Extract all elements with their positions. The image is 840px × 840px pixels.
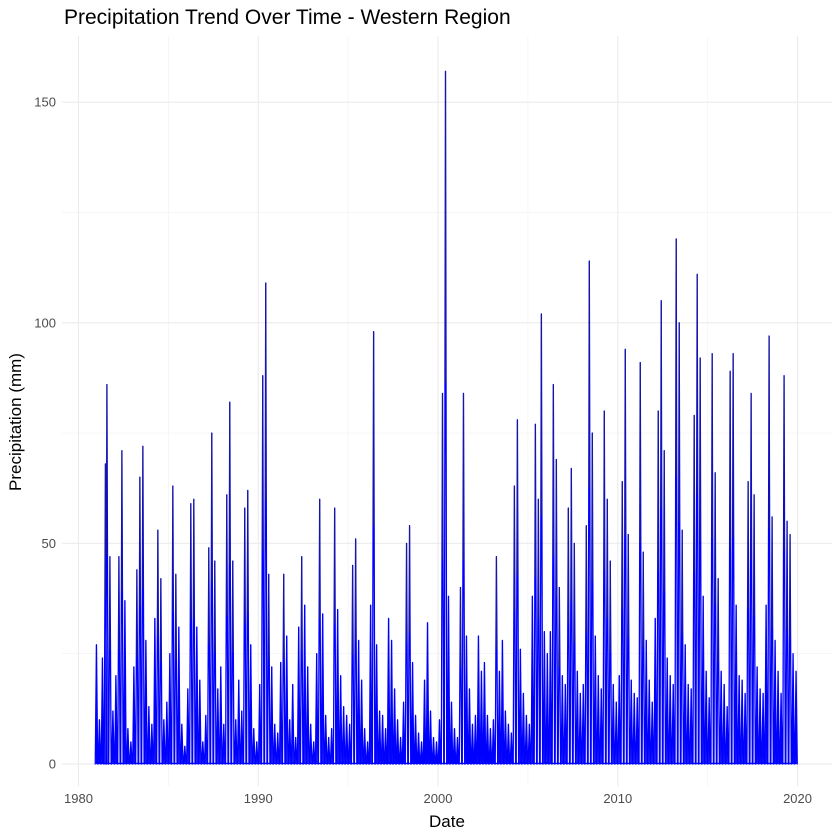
x-tick-label: 1980: [64, 791, 93, 806]
y-tick-label: 50: [42, 536, 56, 551]
axis-ticks: 0 50 100 150 1980 1990 2000 2010 2020: [34, 95, 812, 806]
x-tick-label: 1990: [244, 791, 273, 806]
grid: [62, 36, 832, 786]
x-tick-label: 2000: [424, 791, 453, 806]
x-tick-label: 2010: [603, 791, 632, 806]
chart-title: Precipitation Trend Over Time - Western …: [64, 6, 511, 29]
plot-area: [94, 70, 798, 765]
x-axis-title: Date: [429, 812, 465, 831]
y-tick-label: 0: [49, 756, 56, 771]
series-line: [94, 70, 798, 765]
y-tick-label: 150: [34, 95, 56, 110]
y-tick-label: 100: [34, 315, 56, 330]
y-axis-title: Precipitation (mm): [6, 353, 25, 491]
x-tick-label: 2020: [783, 791, 812, 806]
